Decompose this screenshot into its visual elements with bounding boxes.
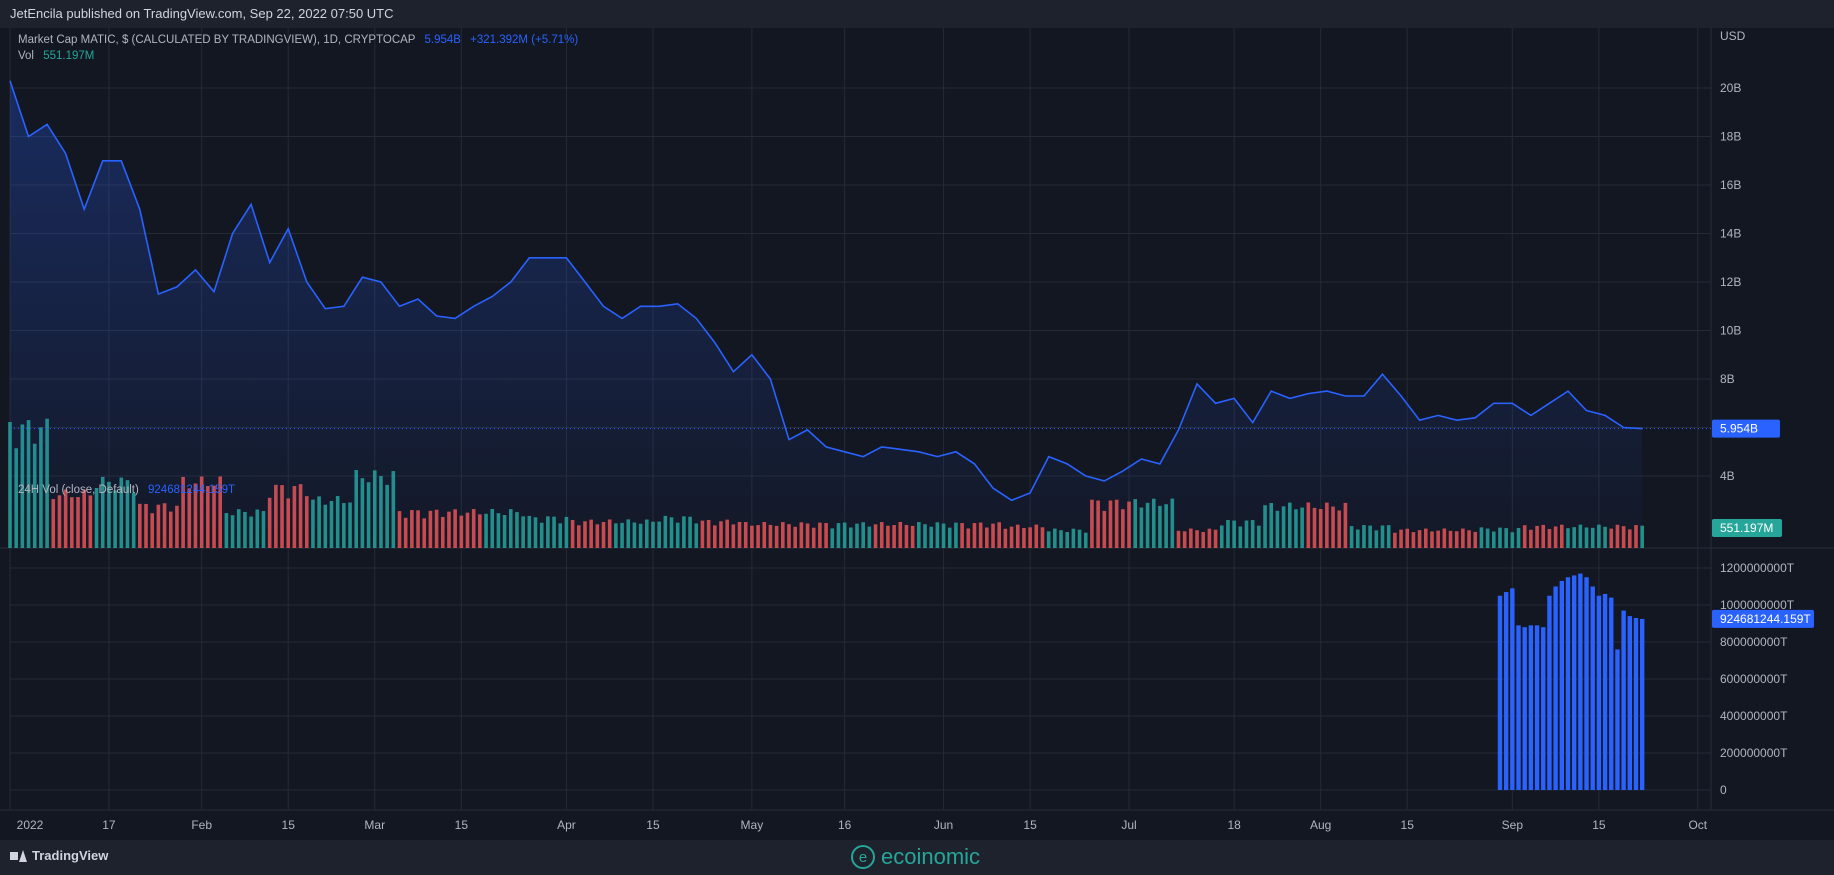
daily-volume-bar xyxy=(1541,627,1546,790)
footer: TradingView e ecoinomic xyxy=(0,840,1834,875)
x-tick-label: 2022 xyxy=(17,818,44,832)
daily-volume-bar xyxy=(1590,586,1595,790)
sub-legend: 24H Vol (close, Default) 924681244.159T xyxy=(18,484,235,496)
market-cap-area xyxy=(10,80,1643,548)
daily-volume-bar xyxy=(1578,573,1583,790)
sub-y-tick-label: 1000000000T xyxy=(1720,598,1795,612)
x-tick-label: 18 xyxy=(1227,818,1241,832)
main-legend: Market Cap MATIC, $ (CALCULATED BY TRADI… xyxy=(18,34,578,46)
x-tick-label: Apr xyxy=(557,818,576,832)
y-tick-label: 8B xyxy=(1720,372,1735,386)
x-tick-label: 17 xyxy=(102,818,116,832)
y-tick-label: 14B xyxy=(1720,227,1741,241)
sub-y-tick-label: 0 xyxy=(1720,783,1727,797)
x-tick-label: Feb xyxy=(191,818,212,832)
volume-value-badge xyxy=(1712,519,1782,537)
x-tick-label: 15 xyxy=(1401,818,1415,832)
daily-volume-bar xyxy=(1602,593,1608,790)
y-tick-label: 4B xyxy=(1720,469,1735,483)
daily-volume-bar xyxy=(1522,627,1527,790)
sub-y-tick-label: 200000000T xyxy=(1720,746,1788,760)
x-tick-label: Mar xyxy=(364,818,385,832)
x-tick-label: 15 xyxy=(1023,818,1037,832)
daily-volume-bar xyxy=(1559,580,1565,790)
daily-volume-bar xyxy=(1639,618,1645,790)
daily-volume-bar xyxy=(1553,586,1558,790)
daily-volume-bar xyxy=(1565,577,1571,790)
tradingview-logo[interactable]: TradingView xyxy=(10,848,108,863)
x-tick-label: Jul xyxy=(1121,818,1136,832)
x-tick-label: 15 xyxy=(1592,818,1606,832)
daily-volume-bar xyxy=(1503,592,1509,790)
sub-legend-label: 24H Vol (close, Default) xyxy=(18,484,139,496)
tradingview-logo-icon xyxy=(10,849,27,862)
daily-volume-bar xyxy=(1547,595,1552,790)
sub-y-tick-label: 1200000000T xyxy=(1720,561,1795,575)
daily-volume-bar xyxy=(1516,625,1521,790)
daily-volume-bar xyxy=(1584,577,1589,790)
ecoinomic-watermark: e ecoinomic xyxy=(851,844,980,870)
tradingview-logo-text: TradingView xyxy=(32,848,109,863)
volume-legend-value: 551.197M xyxy=(43,50,95,62)
publisher-header: JetEncila published on TradingView.com, … xyxy=(0,0,1834,28)
sub-value-badge xyxy=(1712,609,1814,628)
daily-volume-bar xyxy=(1596,595,1602,790)
ecoinomic-text: ecoinomic xyxy=(881,844,981,869)
y-tick-label: 12B xyxy=(1720,275,1741,289)
main-legend-value: 5.954B xyxy=(424,34,461,46)
x-tick-label: Jun xyxy=(934,818,953,832)
x-tick-label: 15 xyxy=(282,818,296,832)
sub-y-tick-label: 400000000T xyxy=(1720,709,1788,723)
volume-legend: Vol 551.197M xyxy=(18,50,94,62)
sub-value-text: 924681244.159T xyxy=(1720,612,1811,626)
daily-volume-bar xyxy=(1609,597,1614,790)
x-tick-label: May xyxy=(741,818,764,832)
daily-volume-bar xyxy=(1633,617,1639,790)
market-cap-line[interactable] xyxy=(9,80,1643,502)
daily-volume-bar xyxy=(1621,610,1626,790)
sub-y-tick-label: 800000000T xyxy=(1720,635,1788,649)
x-tick-label: 15 xyxy=(646,818,660,832)
chart-area[interactable]: 2022 17 Feb 15 Mar 15 Apr 15 May 16 Jun 15 Jul 18 Aug 1… xyxy=(0,28,1834,840)
x-tick-label: Aug xyxy=(1310,818,1331,832)
y-tick-label: 20B xyxy=(1720,81,1741,95)
daily-volume-bar xyxy=(1627,616,1633,790)
main-legend-change: +321.392M (+5.71%) xyxy=(470,34,579,46)
currency-label: USD xyxy=(1720,29,1746,43)
main-legend-label: Market Cap MATIC, $ (CALCULATED BY TRADI… xyxy=(18,34,416,46)
daily-volume-bar xyxy=(1497,595,1503,790)
last-price-badge xyxy=(1712,419,1780,438)
x-tick-label: Sep xyxy=(1502,818,1524,832)
y-tick-label: 10B xyxy=(1720,324,1741,338)
sub-y-tick-label: 600000000T xyxy=(1720,672,1788,686)
y-tick-label: 16B xyxy=(1720,178,1741,192)
x-tick-label: Oct xyxy=(1688,818,1707,832)
volume-legend-label: Vol xyxy=(18,50,34,62)
daily-volume-bar xyxy=(1510,588,1515,790)
header-text: JetEncila published on TradingView.com, … xyxy=(10,6,394,21)
x-tick-label: 16 xyxy=(838,818,852,832)
sub-legend-value: 924681244.159T xyxy=(148,484,235,496)
volume-value-text: 551.197M xyxy=(1720,521,1773,535)
daily-volume-bar xyxy=(1615,649,1620,790)
y-tick-label: 18B xyxy=(1720,130,1741,144)
daily-volume-bar xyxy=(1534,625,1540,790)
daily-volume-bar xyxy=(1528,625,1534,790)
daily-volume-bar xyxy=(1571,575,1577,790)
ecoinomic-logo-icon: e xyxy=(851,845,875,869)
chart-canvas[interactable]: 2022 17 Feb 15 Mar 15 Apr 15 May 16 Jun 15 Jul 18 Aug 1… xyxy=(0,28,1834,840)
x-tick-label: 15 xyxy=(455,818,469,832)
last-price-text: 5.954B xyxy=(1720,422,1758,436)
